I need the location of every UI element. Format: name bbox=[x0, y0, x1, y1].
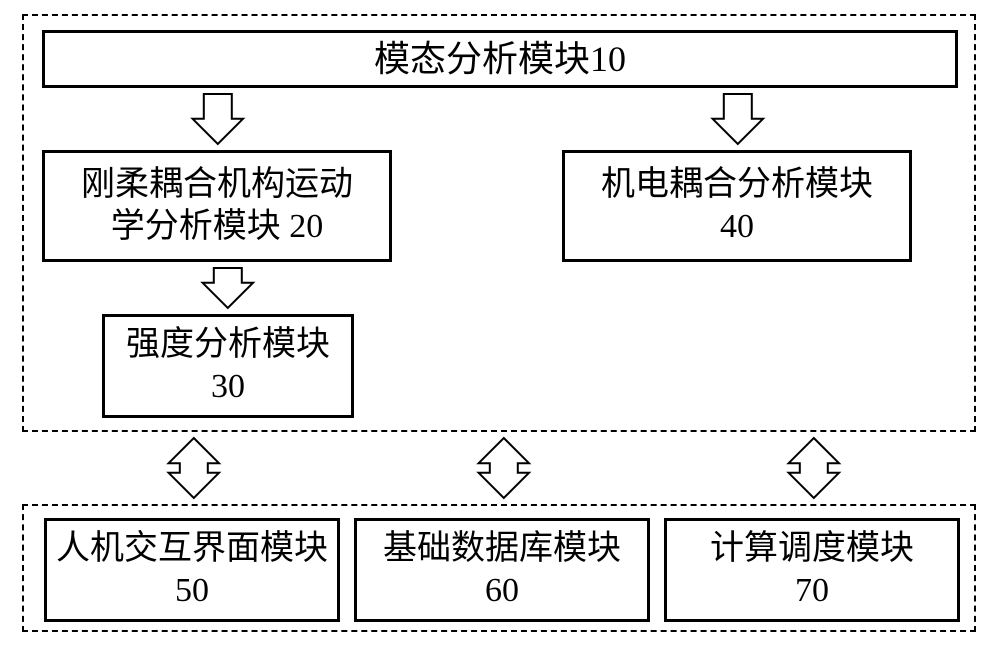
node-label: 模态分析模块10 bbox=[374, 37, 626, 82]
node-electromechanical-coupling-40: 机电耦合分析模块 40 bbox=[562, 150, 912, 262]
node-rigid-flexible-kinematics-20: 刚柔耦合机构运动 学分析模块 20 bbox=[42, 150, 392, 262]
arrow-down-icon bbox=[187, 92, 249, 146]
node-strength-analysis-30: 强度分析模块 30 bbox=[102, 314, 354, 418]
node-label-line1: 刚柔耦合机构运动 bbox=[81, 164, 353, 207]
node-label-line2: 学分析模块 20 bbox=[111, 206, 324, 249]
node-label-line2: 30 bbox=[211, 366, 245, 409]
node-label-line2: 40 bbox=[720, 206, 754, 249]
node-label-line2: 50 bbox=[175, 570, 209, 613]
arrow-double-icon bbox=[783, 436, 845, 500]
arrow-double-icon bbox=[163, 436, 225, 500]
arrow-double-icon bbox=[473, 436, 535, 500]
node-hmi-50: 人机交互界面模块 50 bbox=[44, 518, 340, 622]
node-label-line1: 强度分析模块 bbox=[126, 324, 330, 367]
node-label-line1: 机电耦合分析模块 bbox=[601, 164, 873, 207]
diagram-canvas: 模态分析模块10 刚柔耦合机构运动 学分析模块 20 机电耦合分析模块 40 强… bbox=[0, 0, 1000, 646]
node-label-line1: 人机交互界面模块 bbox=[56, 528, 328, 571]
arrow-down-icon bbox=[197, 266, 259, 310]
node-label-line2: 60 bbox=[485, 570, 519, 613]
arrow-down-icon bbox=[707, 92, 769, 146]
node-label-line2: 70 bbox=[795, 570, 829, 613]
node-modal-analysis-10: 模态分析模块10 bbox=[42, 30, 958, 88]
node-compute-scheduler-70: 计算调度模块 70 bbox=[664, 518, 960, 622]
node-label-line1: 基础数据库模块 bbox=[383, 528, 621, 571]
node-label-line1: 计算调度模块 bbox=[710, 528, 914, 571]
node-database-60: 基础数据库模块 60 bbox=[354, 518, 650, 622]
